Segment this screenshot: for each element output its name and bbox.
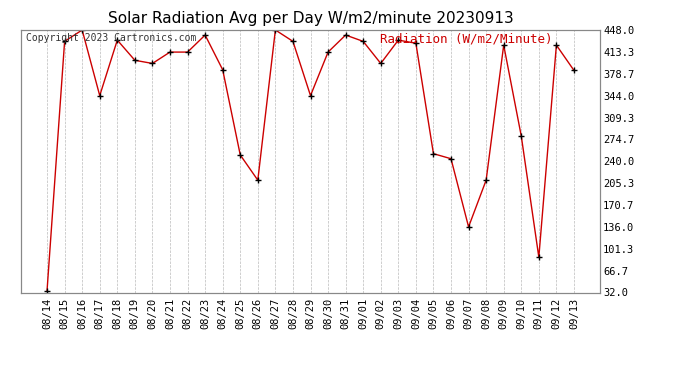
- Title: Solar Radiation Avg per Day W/m2/minute 20230913: Solar Radiation Avg per Day W/m2/minute …: [108, 11, 513, 26]
- Text: Copyright 2023 Cartronics.com: Copyright 2023 Cartronics.com: [26, 33, 197, 43]
- Text: Radiation (W/m2/Minute): Radiation (W/m2/Minute): [380, 33, 553, 46]
